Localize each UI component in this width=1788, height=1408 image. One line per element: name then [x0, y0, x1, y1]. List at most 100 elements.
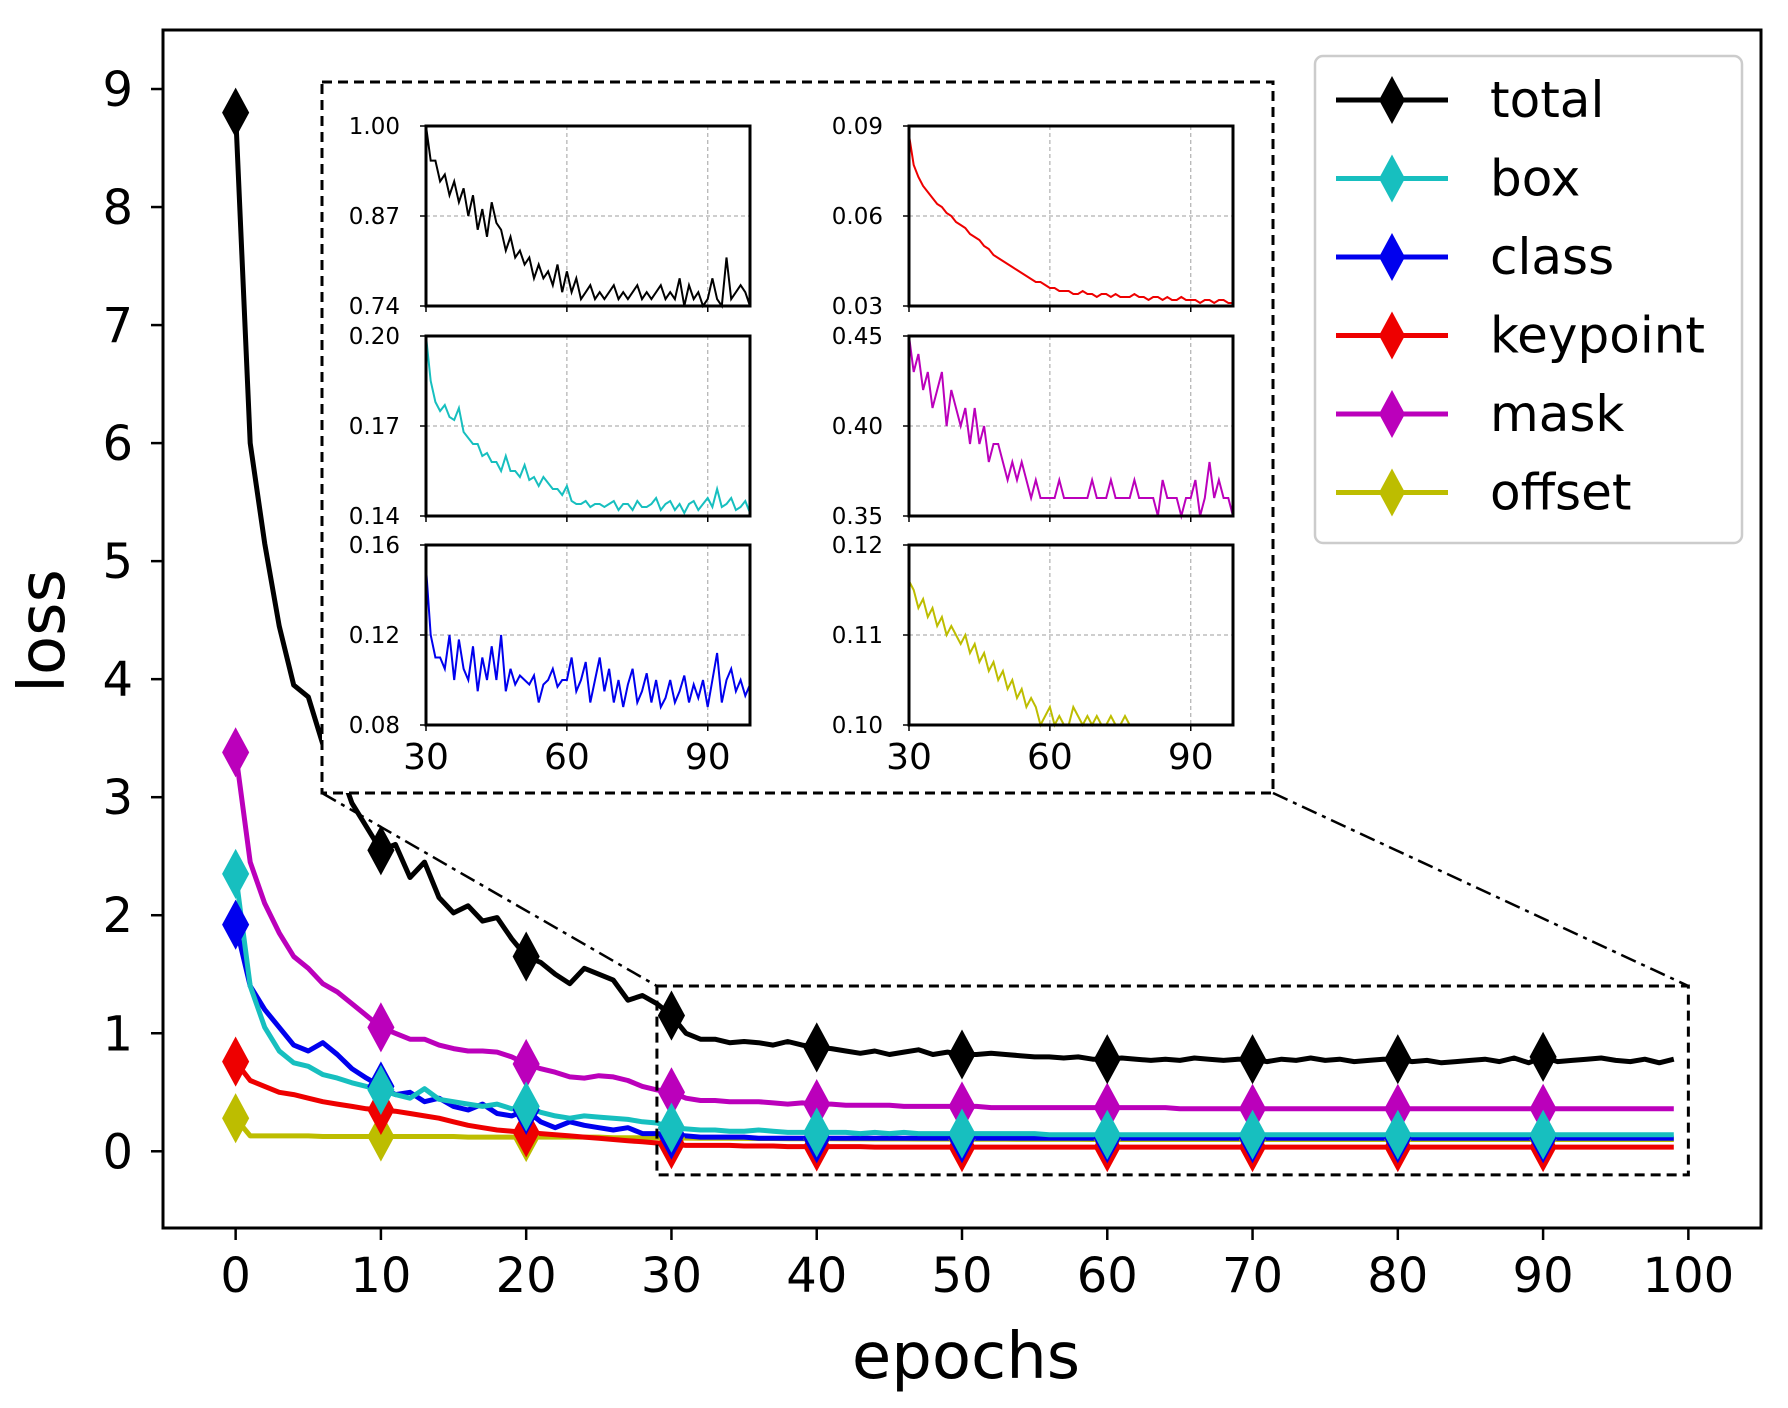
inset-series-line — [425, 335, 751, 516]
inset-y-tick-label: 0.03 — [832, 294, 883, 320]
legend-label: offset — [1490, 464, 1631, 522]
inset-x-tick-label: 60 — [544, 737, 590, 778]
inset-y-tick-label: 0.45 — [832, 324, 883, 350]
x-tick-label: 70 — [1222, 1248, 1283, 1304]
zoom-connector-right — [1272, 791, 1689, 988]
inset-y-tick-label: 0.12 — [349, 623, 400, 649]
series-marker-total — [803, 1022, 831, 1073]
legend-entry-mask: mask — [1336, 385, 1624, 443]
zoom-connector-left — [321, 791, 658, 988]
legend: total box class keypoint mask offset — [1313, 54, 1744, 545]
x-tick-label: 50 — [931, 1248, 992, 1304]
inset-x-tick-label: 30 — [403, 737, 449, 778]
legend-label: total — [1490, 71, 1604, 129]
series-marker-box — [367, 1064, 395, 1115]
series-marker-class — [222, 899, 250, 950]
inset-middle-right: 0.45 0.40 0.35 — [832, 324, 1235, 530]
series-marker-box — [1238, 1109, 1267, 1160]
legend-marker — [1379, 154, 1405, 203]
series-marker-keypoint — [222, 1036, 250, 1087]
legend-entry-total: total — [1336, 71, 1604, 129]
series-marker-total — [1384, 1034, 1412, 1085]
series-marker-box — [1529, 1109, 1557, 1160]
y-tick-label: 6 — [102, 416, 133, 472]
inset-series-line — [425, 567, 751, 711]
series-marker-offset — [367, 1111, 395, 1162]
x-tick-label: 0 — [220, 1248, 251, 1304]
x-tick-label: 20 — [496, 1248, 557, 1304]
y-tick-label: 2 — [102, 888, 133, 944]
inset-y-tick-label: 0.40 — [832, 414, 883, 440]
y-tick-label: 7 — [102, 298, 133, 354]
y-tick-label: 8 — [102, 180, 133, 236]
inset-x-tick-label: 60 — [1027, 737, 1073, 778]
series-marker-total — [367, 825, 395, 876]
inset-y-tick-label: 0.17 — [349, 414, 400, 440]
y-axis-label: loss — [6, 569, 80, 693]
series-marker-mask — [222, 727, 250, 778]
inset-y-tick-label: 0.06 — [832, 204, 883, 230]
x-tick-label: 40 — [786, 1248, 847, 1304]
inset-y-tick-label: 0.35 — [832, 504, 883, 530]
series-marker-box — [1093, 1109, 1121, 1160]
series-marker-total — [657, 990, 686, 1041]
legend-entry-box: box — [1336, 150, 1580, 208]
y-tick-label: 5 — [102, 534, 133, 590]
inset-y-tick-label: 0.87 — [349, 204, 400, 230]
legend-label: keypoint — [1490, 307, 1705, 365]
x-tick-label: 60 — [1077, 1248, 1138, 1304]
main-plot: 0 10 20 30 40 50 60 70 80 90 100 0 1 2 3 4 5 6 7 8 9 — [102, 28, 1763, 1304]
inset-y-tick-label: 0.10 — [832, 713, 883, 739]
x-tick-label: 100 — [1643, 1248, 1735, 1304]
y-tick-label: 0 — [102, 1124, 133, 1180]
inset-series-line — [908, 335, 1234, 520]
y-tick-label: 3 — [102, 770, 133, 826]
inset-series-line — [908, 134, 1233, 305]
y-tick-label: 9 — [102, 62, 133, 118]
inset-y-tick-label: 0.74 — [349, 294, 400, 320]
series-marker-total — [512, 931, 540, 982]
series-marker-box — [657, 1102, 686, 1153]
inset-y-tick-label: 0.11 — [832, 623, 883, 649]
legend-label: class — [1490, 228, 1614, 286]
series-marker-box — [222, 848, 250, 899]
legend-marker — [1379, 233, 1405, 281]
legend-entry-offset: offset — [1336, 464, 1631, 522]
series-marker-total — [222, 87, 250, 138]
series-marker-mask — [367, 1002, 395, 1053]
series-marker-box — [1384, 1109, 1412, 1160]
inset-y-tick-label: 0.16 — [349, 533, 400, 559]
x-tick-label: 90 — [1513, 1248, 1574, 1304]
inset-y-tick-label: 0.14 — [349, 504, 400, 530]
inset-x-tick-label: 30 — [886, 737, 932, 778]
series-marker-box — [948, 1108, 976, 1159]
series-marker-total — [1238, 1034, 1267, 1085]
inset-x-tick-label: 90 — [685, 737, 731, 778]
series-marker-box — [512, 1081, 540, 1132]
inset-y-tick-label: 0.12 — [832, 533, 883, 559]
series-marker-offset — [222, 1093, 250, 1144]
legend-label: box — [1490, 150, 1580, 208]
y-tick-label: 4 — [102, 652, 133, 708]
inset-top-left: 1.00 0.87 0.74 — [349, 114, 752, 320]
inset-middle-left: 0.20 0.17 0.14 — [349, 324, 752, 530]
legend-marker — [1379, 390, 1405, 438]
legend-marker — [1379, 76, 1405, 124]
series-marker-box — [803, 1107, 831, 1158]
x-axis-label: epochs — [852, 1320, 1080, 1394]
inset-y-tick-label: 0.20 — [349, 324, 400, 350]
y-tick-label: 1 — [102, 1006, 133, 1062]
x-tick-label: 30 — [641, 1248, 702, 1304]
legend-entry-class: class — [1336, 228, 1614, 286]
series-marker-total — [1529, 1031, 1557, 1082]
legend-marker — [1379, 311, 1405, 360]
series-marker-total — [1093, 1034, 1121, 1085]
x-tick-label: 10 — [350, 1248, 411, 1304]
legend-marker — [1379, 468, 1405, 517]
x-tick-label: 80 — [1367, 1248, 1428, 1304]
series-marker-total — [948, 1029, 976, 1080]
inset-plots: 1.00 0.87 0.74 0.09 0.06 0.03 0.20 0.17 0.14 0.45… — [349, 114, 1235, 778]
inset-top-right: 0.09 0.06 0.03 — [832, 114, 1235, 320]
